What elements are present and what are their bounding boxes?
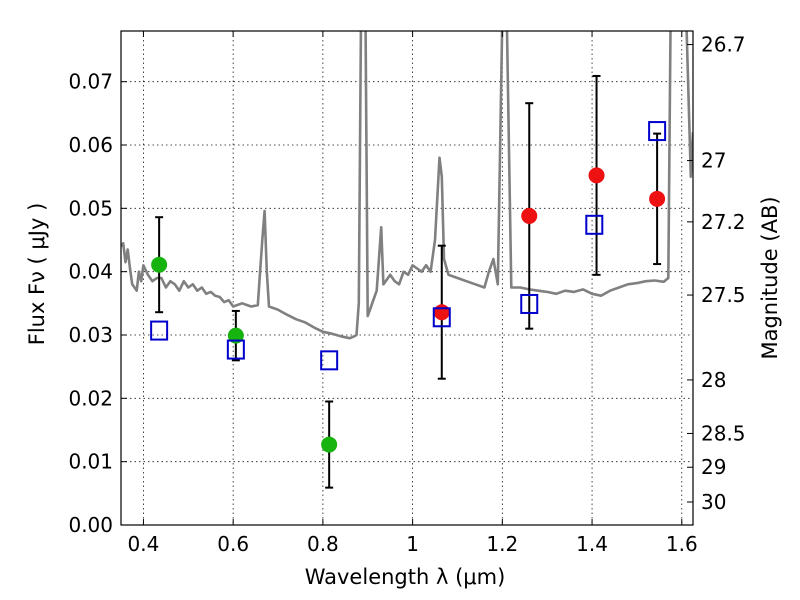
x-tick-label: 1.4 xyxy=(576,532,608,556)
plot-background xyxy=(121,31,693,525)
data-markers xyxy=(150,74,667,489)
data-point-circle xyxy=(321,436,338,453)
model-point-square xyxy=(226,339,245,360)
y-tick-label: 0.02 xyxy=(68,386,113,410)
mag-tick-label: 27 xyxy=(701,149,726,173)
y-tick-label: 0.07 xyxy=(68,70,113,94)
x-tick-label: 0.6 xyxy=(217,532,249,556)
mag-tick-label: 28.5 xyxy=(701,421,746,445)
sed-model-line xyxy=(121,31,693,340)
mag-tick-label: 27.2 xyxy=(701,210,746,234)
y-tick-label: 0.06 xyxy=(68,133,113,157)
x-tick-label: 0.8 xyxy=(307,532,339,556)
axis-ticks: 0.4 0.6 0.8 1 1.2 1.4 1.6 0.00 0.01 0.02 0.03 0.04 0… xyxy=(68,31,746,556)
y-tick-label: 0.03 xyxy=(68,323,113,347)
x-axis-label: Wavelength λ (μm) xyxy=(305,565,506,589)
y-tick-label: 0.01 xyxy=(68,450,113,474)
x-tick-label: 1.6 xyxy=(666,532,698,556)
mag-tick-label: 29 xyxy=(701,455,726,479)
model-point-square xyxy=(520,293,539,314)
mag-tick-label: 26.7 xyxy=(701,33,746,57)
y-tick-label: 0.04 xyxy=(68,260,113,284)
data-point-circle xyxy=(588,167,605,184)
x-tick-label: 0.4 xyxy=(128,532,160,556)
data-point-circle xyxy=(151,256,168,273)
y2-axis-label: Magnitude (AB) xyxy=(758,196,782,359)
model-point-square xyxy=(648,121,667,142)
y-tick-label: 0.00 xyxy=(68,513,113,537)
plot-frame xyxy=(120,30,694,526)
data-point-circle xyxy=(433,304,450,321)
y-axis-label: Flux Fν ( μJy ) xyxy=(25,203,49,346)
data-series xyxy=(121,31,693,340)
mag-tick-label: 28 xyxy=(701,368,726,392)
data-point-circle xyxy=(649,190,666,207)
model-point-square xyxy=(150,320,169,341)
y-tick-label: 0.05 xyxy=(68,196,113,220)
model-point-square xyxy=(320,350,339,371)
mag-tick-label: 27.5 xyxy=(701,283,746,307)
data-point-circle xyxy=(227,327,244,344)
x-tick-label: 1.2 xyxy=(486,532,518,556)
x-tick-label: 1 xyxy=(406,532,419,556)
model-point-square xyxy=(432,307,451,328)
mag-tick-label: 30 xyxy=(701,490,726,514)
model-point-square xyxy=(585,214,604,235)
data-point-circle xyxy=(521,207,538,224)
